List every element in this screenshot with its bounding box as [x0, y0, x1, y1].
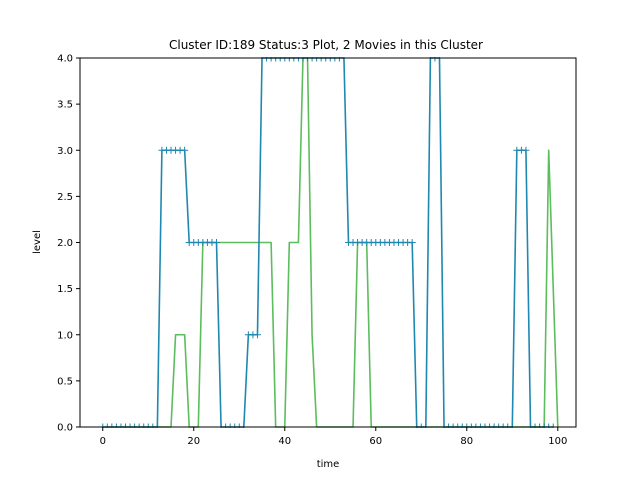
- y-tick-label: 3.0: [57, 146, 73, 157]
- y-tick-label: 4.0: [57, 54, 73, 65]
- y-tick-label: 1.5: [57, 284, 73, 295]
- chart-title: Cluster ID:189 Status:3 Plot, 2 Movies i…: [169, 38, 483, 52]
- y-axis-label: level: [32, 230, 43, 254]
- y-tick-label: 0.5: [57, 376, 73, 387]
- series-2-marker: [408, 239, 416, 246]
- y-tick-label: 2.0: [57, 238, 73, 249]
- x-axis-label: time: [317, 459, 340, 470]
- y-tick-label: 3.5: [57, 100, 73, 111]
- x-tick-label: 20: [187, 436, 200, 447]
- x-tick-label: 60: [369, 436, 382, 447]
- x-axis: 0 20 40 60 80 100: [100, 427, 567, 447]
- series-2-line: [102, 57, 554, 428]
- y-tick-label: 0.0: [57, 423, 73, 434]
- x-tick-label: 80: [460, 436, 473, 447]
- x-tick-label: 100: [548, 436, 567, 447]
- y-axis: 0.0 0.5 1.0 1.5 2.0 2.5 3.0 3.5 4.0: [57, 54, 80, 434]
- x-tick-label: 0: [100, 436, 106, 447]
- x-tick-label: 40: [278, 436, 291, 447]
- series-2-marker: [181, 146, 189, 154]
- y-tick-label: 2.5: [57, 192, 73, 203]
- y-tick-label: 1.0: [57, 330, 73, 341]
- series-2-marker: [253, 331, 261, 339]
- series-2-marker: [522, 146, 530, 154]
- series-2-marker: [213, 239, 221, 246]
